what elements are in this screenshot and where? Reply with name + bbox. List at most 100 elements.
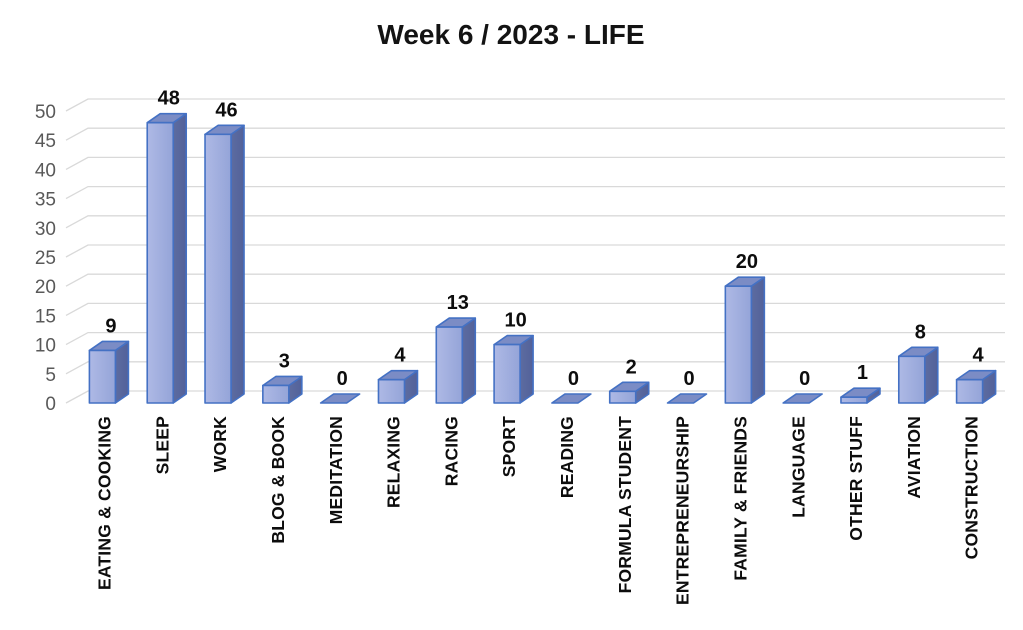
bar-side <box>114 340 130 404</box>
bar <box>840 387 881 404</box>
y-axis-labels-layer: 0 5 10 15 20 25 30 35 40 45 50 <box>35 102 56 415</box>
value-label: 2 <box>626 356 637 378</box>
y-tick-label: 10 <box>35 336 56 357</box>
bar <box>666 393 708 404</box>
category-label: WORK <box>210 416 230 472</box>
y-tick-label: 20 <box>35 277 56 298</box>
gridline <box>65 302 1005 316</box>
bar <box>262 375 303 404</box>
y-tick-label: 15 <box>35 306 56 327</box>
bar-front <box>608 390 637 404</box>
bar <box>435 317 477 404</box>
bar-side <box>461 317 477 404</box>
category-label: READING <box>557 416 577 498</box>
bar-zero-top <box>666 393 708 404</box>
category-label: SPORT <box>499 416 519 477</box>
bar-front <box>897 355 926 404</box>
chart-title: Week 6 / 2023 - LIFE <box>377 19 644 50</box>
bar-side <box>172 112 188 404</box>
value-label: 4 <box>973 345 985 367</box>
category-label: SLEEP <box>152 416 172 475</box>
category-label: MEDITATION <box>326 416 346 524</box>
bar <box>88 340 130 404</box>
value-label: 3 <box>279 350 290 372</box>
category-label: RACING <box>441 416 461 486</box>
y-tick-label: 0 <box>45 394 56 415</box>
bar-side <box>230 124 245 404</box>
value-label: 0 <box>568 368 579 390</box>
y-tick-label: 30 <box>35 219 56 240</box>
value-label: 1 <box>857 362 868 384</box>
value-label: 0 <box>683 368 694 390</box>
gridline <box>65 390 1005 404</box>
y-tick-label: 45 <box>35 131 56 152</box>
bar <box>493 334 534 404</box>
value-label: 0 <box>337 368 348 390</box>
value-label: 46 <box>215 99 237 121</box>
category-label: CONSTRUCTION <box>962 416 982 559</box>
bar-front <box>724 285 753 404</box>
y-tick-label: 25 <box>35 248 56 269</box>
bar <box>146 112 188 404</box>
gridline <box>65 244 1005 258</box>
gridline <box>65 215 1005 229</box>
category-label: BLOG & BOOK <box>268 416 288 544</box>
gridline <box>65 127 1005 141</box>
gridline <box>65 98 1005 112</box>
value-label: 13 <box>447 292 469 314</box>
category-labels-layer: EATING & COOKING SLEEP WORK BLOG & BOOK MEDI… <box>95 416 982 605</box>
value-label: 10 <box>504 310 526 332</box>
gridline <box>65 156 1005 170</box>
y-tick-label: 50 <box>35 102 56 123</box>
bar-front <box>204 133 232 404</box>
bar <box>724 276 766 404</box>
bar <box>608 381 650 404</box>
bar-front <box>262 384 290 404</box>
y-tick-label: 40 <box>35 160 56 181</box>
bar-front <box>955 378 984 404</box>
value-label: 4 <box>394 345 406 367</box>
category-label: ENTREPRENEURSHIP <box>673 416 693 605</box>
bar-side <box>519 334 534 404</box>
category-label: LANGUAGE <box>788 416 808 518</box>
category-label: FAMILY & FRIENDS <box>730 416 750 581</box>
bar-front <box>493 343 521 404</box>
bar-zero-top <box>782 393 823 404</box>
bar-side <box>750 276 766 404</box>
bar-front <box>88 349 117 404</box>
gridline <box>65 331 1005 346</box>
bar <box>782 393 823 404</box>
bar-zero-top <box>319 393 361 404</box>
bar <box>204 124 245 404</box>
bar <box>319 393 361 404</box>
bar-front <box>840 396 868 404</box>
bar-front <box>435 326 464 404</box>
bar-front <box>146 121 175 404</box>
y-tick-label: 35 <box>35 190 56 211</box>
gridlines-layer <box>65 98 1005 404</box>
gridline <box>65 361 1005 375</box>
gridline <box>65 273 1005 287</box>
bar <box>551 393 592 404</box>
category-label: FORMULA STUDENT <box>615 416 635 593</box>
value-label: 0 <box>799 368 810 390</box>
category-label: AVIATION <box>904 416 924 499</box>
gridline <box>65 185 1005 200</box>
bar <box>377 369 419 404</box>
value-label: 48 <box>158 88 180 110</box>
bar <box>897 346 939 404</box>
value-label: 8 <box>915 321 926 343</box>
bar-zero-top <box>551 393 592 404</box>
category-label: EATING & COOKING <box>95 416 115 590</box>
value-label: 20 <box>736 251 758 273</box>
value-label: 9 <box>105 315 116 337</box>
category-label: OTHER STUFF <box>846 416 866 541</box>
bar <box>955 369 997 404</box>
bar-front <box>377 378 406 404</box>
category-label: RELAXING <box>384 416 404 508</box>
y-tick-label: 5 <box>45 365 56 386</box>
bars-layer <box>88 112 997 404</box>
